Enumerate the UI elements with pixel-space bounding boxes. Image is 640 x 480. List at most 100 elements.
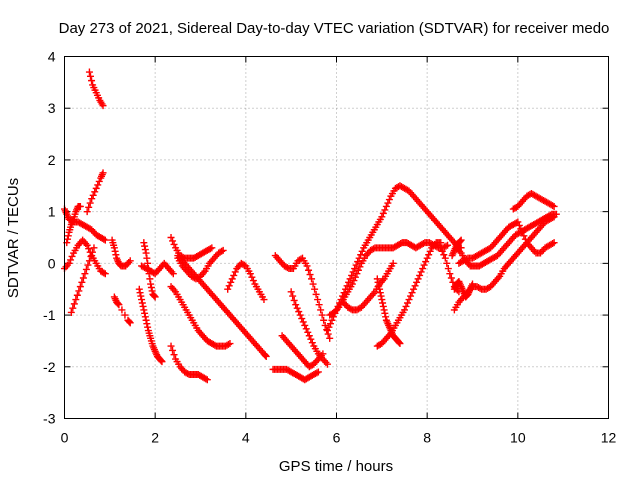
data-point [219, 246, 227, 254]
data-point [379, 302, 387, 310]
data-point [143, 254, 151, 262]
data-point [126, 319, 134, 327]
data-point [422, 258, 430, 266]
data-point [142, 249, 150, 257]
data-point [410, 285, 418, 293]
series-arc-33 [448, 236, 465, 260]
series-arc-7 [108, 236, 134, 270]
series-arc-8 [110, 293, 134, 327]
data-point [311, 285, 319, 293]
data-point [320, 316, 328, 324]
data-point [357, 251, 365, 259]
data-point [94, 181, 102, 189]
data-point [138, 299, 146, 307]
data-point [144, 259, 152, 267]
data-point [151, 293, 159, 301]
data-point [260, 296, 268, 304]
data-point [326, 320, 334, 328]
data-point [92, 184, 100, 192]
data-point [417, 268, 425, 276]
series-arc-25 [373, 275, 404, 348]
data-point [230, 271, 238, 279]
data-point [375, 282, 383, 290]
y-tick-label: 2 [48, 152, 56, 168]
data-point [90, 244, 98, 252]
data-point [378, 213, 386, 221]
data-point [101, 270, 109, 278]
data-point [419, 265, 427, 273]
x-axis-label: GPS time / hours [279, 458, 393, 475]
y-tick-label: 3 [48, 100, 56, 116]
data-point [290, 296, 298, 304]
series-arc-10 [140, 239, 159, 301]
data-point [157, 357, 165, 365]
data-point [78, 278, 86, 286]
data-point [100, 235, 108, 243]
data-point [88, 195, 96, 203]
data-point [348, 271, 356, 279]
data-point [118, 306, 126, 314]
data-point [203, 376, 211, 384]
data-point [402, 302, 410, 310]
data-point [550, 239, 558, 247]
data-point [303, 262, 311, 270]
data-point [75, 287, 83, 295]
data-point [141, 313, 149, 321]
data-point [135, 285, 143, 293]
data-point [142, 316, 150, 324]
data-point [446, 270, 454, 278]
data-point [296, 311, 304, 319]
data-point [95, 177, 103, 185]
chart-title: Day 273 of 2021, Sidereal Day-to-day VTE… [59, 20, 610, 37]
data-point [292, 301, 300, 309]
series-arc-14 [167, 342, 211, 384]
data-point [150, 292, 158, 300]
series-arc-1 [85, 68, 107, 110]
data-point [373, 275, 381, 283]
data-point [228, 275, 236, 283]
data-point [315, 301, 323, 309]
data-point [146, 275, 154, 283]
data-point [293, 304, 301, 312]
data-point [305, 332, 313, 340]
data-point [86, 199, 94, 207]
data-point [248, 273, 256, 281]
data-point [144, 265, 152, 273]
data-point [64, 235, 72, 243]
data-point [308, 275, 316, 283]
data-point [318, 311, 326, 319]
data-point [351, 265, 359, 273]
data-point [515, 221, 523, 229]
y-tick-label: -2 [43, 359, 56, 375]
data-point [99, 169, 107, 177]
data-point [416, 271, 424, 279]
data-point [358, 247, 366, 255]
data-point [87, 252, 95, 260]
data-point [308, 339, 316, 347]
series-arc-19 [269, 365, 322, 384]
x-tick-label: 2 [151, 430, 159, 446]
data-point [549, 240, 557, 248]
series-arc-18 [271, 252, 334, 342]
data-point [382, 202, 390, 210]
series-arc-31 [509, 190, 558, 213]
data-point [404, 299, 412, 307]
series-arc-26 [373, 239, 445, 350]
data-point [518, 228, 526, 236]
data-point [376, 289, 384, 297]
data-point [67, 308, 75, 316]
grid-lines [64, 56, 609, 419]
data-point [115, 301, 123, 309]
data-point [346, 275, 354, 283]
data-point [351, 273, 359, 281]
data-point [170, 240, 178, 248]
data-point [262, 352, 270, 360]
data-point [70, 300, 78, 308]
data-point [139, 302, 147, 310]
data-point [167, 234, 175, 241]
data-point [126, 257, 134, 265]
data-point [137, 292, 145, 300]
series-arc-16 [174, 252, 270, 360]
data-point [440, 251, 448, 259]
